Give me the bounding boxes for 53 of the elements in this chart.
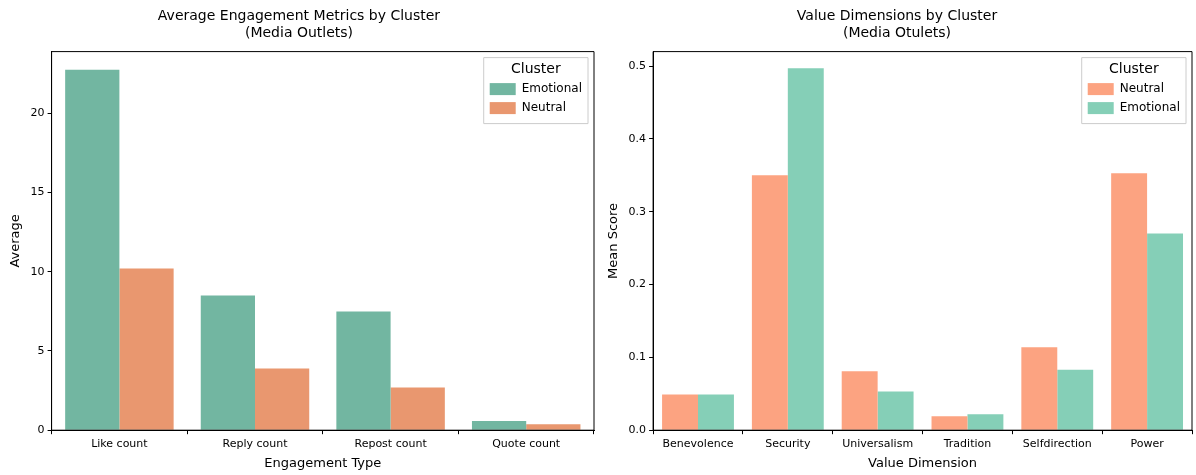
bar — [1021, 347, 1058, 430]
bar — [526, 424, 581, 430]
bar — [931, 416, 968, 430]
y-tick-label: 0.5 — [628, 59, 647, 73]
bar — [751, 175, 788, 430]
legend-label: Neutral — [1119, 81, 1165, 96]
y-tick-label: 0 — [37, 423, 45, 437]
chart-title: Average Engagement Metrics by Cluster (Media Outlets) — [157, 7, 441, 40]
y-tick-label: 0.1 — [628, 350, 647, 364]
x-tick-label: Power — [1130, 436, 1165, 450]
x-tick-label: Universalism — [842, 436, 914, 450]
y-axis-title: Mean Score — [605, 202, 621, 279]
x-axis-title: Value Dimension — [868, 454, 978, 470]
chart-title: Value Dimensions by Cluster (Media Otulets) — [796, 7, 998, 40]
x-tick-label: Quote count — [492, 436, 561, 450]
y-tick-label: 15 — [30, 185, 45, 199]
bar — [255, 368, 310, 430]
bar — [200, 295, 255, 430]
x-tick-label: Like count — [91, 436, 149, 450]
bar — [1057, 369, 1094, 430]
bar — [662, 394, 698, 430]
y-tick-label: 0.4 — [628, 131, 647, 145]
bar — [471, 421, 527, 430]
legend-label: Neutral — [521, 100, 567, 115]
y-tick-label: 20 — [30, 106, 45, 120]
x-tick-label: Benevolence — [662, 436, 734, 450]
legend-title: Cluster — [1109, 60, 1159, 77]
y-tick-label: 5 — [37, 343, 45, 357]
bar — [841, 371, 878, 430]
legend-label: Emotional — [1119, 100, 1181, 115]
bar — [119, 268, 174, 430]
bar — [336, 311, 391, 430]
x-tick-label: Security — [765, 436, 811, 450]
y-tick-label: 0.0 — [628, 423, 647, 437]
x-tick-label: Tradition — [942, 436, 992, 450]
x-tick-label: Repost count — [354, 436, 428, 450]
bar — [65, 69, 120, 430]
x-axis-title: Engagement Type — [264, 454, 382, 470]
bar — [1111, 173, 1148, 430]
x-tick-label: Reply count — [222, 436, 289, 450]
y-axis-title: Average — [7, 214, 23, 268]
bar — [1147, 233, 1184, 430]
bar — [698, 394, 734, 430]
y-tick-label: 0.2 — [628, 277, 647, 291]
bar — [390, 387, 445, 430]
legend-label: Emotional — [521, 81, 583, 96]
bar — [967, 414, 1004, 430]
bar — [877, 391, 914, 430]
bar — [787, 68, 824, 430]
y-tick-label: 0.3 — [628, 204, 647, 218]
y-tick-label: 10 — [30, 264, 45, 278]
legend-title: Cluster — [511, 60, 561, 77]
x-tick-label: Selfdirection — [1022, 436, 1092, 450]
